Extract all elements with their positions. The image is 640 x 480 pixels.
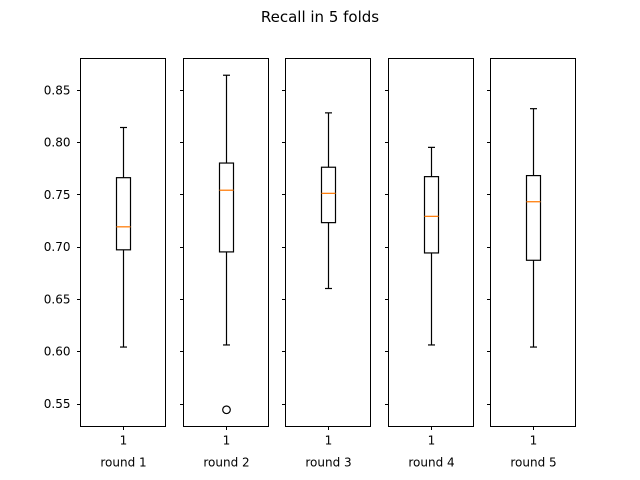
x-axis-label: round 4: [408, 456, 454, 470]
x-axis-label: round 5: [510, 456, 556, 470]
outlier-point: [222, 405, 231, 415]
y-tick-label: 0.75: [44, 188, 71, 202]
y-tick-label: 0.80: [44, 136, 71, 150]
y-tick-label: 0.55: [44, 397, 71, 411]
panel-3: 1 round 3: [282, 58, 371, 470]
panel-1: 1 round 1: [77, 58, 166, 470]
y-tick-label: 0.65: [44, 292, 71, 306]
x-axis-label: round 2: [203, 456, 249, 470]
iqr-box: [218, 162, 235, 253]
iqr-box: [320, 166, 337, 224]
x-tick-label: 1: [428, 434, 436, 448]
y-axis: 0.55 0.60 0.65 0.70 0.75 0.80 0.85: [44, 83, 71, 411]
x-tick-label: 1: [325, 434, 333, 448]
x-axis-label: round 3: [305, 456, 351, 470]
panel-4: 1 round 4: [385, 58, 474, 470]
x-tick-label: 1: [530, 434, 538, 448]
panel-5: 1 round 5: [487, 58, 576, 470]
iqr-box: [115, 177, 132, 251]
panel-2: 1 round 2: [180, 58, 269, 470]
panels: 1 round 1 1 round 2 1 round 3 1 round 4 1 round 5: [77, 58, 576, 470]
x-axis-label: round 1: [100, 456, 146, 470]
y-tick-label: 0.60: [44, 345, 71, 359]
iqr-box: [423, 176, 440, 254]
y-tick-label: 0.70: [44, 240, 71, 254]
chart-title: Recall in 5 folds: [261, 8, 379, 26]
iqr-box: [525, 174, 542, 261]
x-tick-label: 1: [223, 434, 231, 448]
y-tick-label: 0.85: [44, 83, 71, 97]
x-tick-label: 1: [120, 434, 128, 448]
